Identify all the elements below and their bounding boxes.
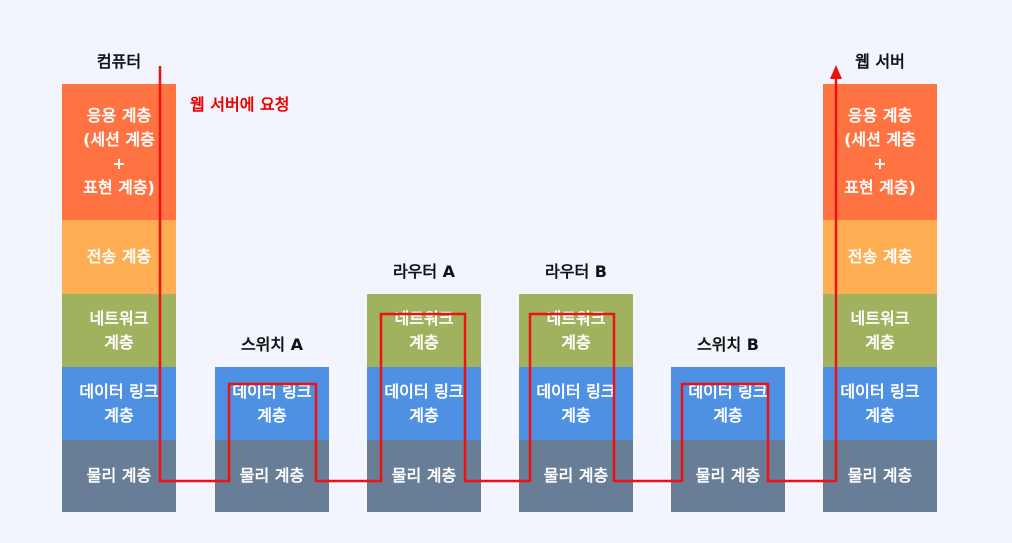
- switch-a-title: 스위치 A: [215, 331, 329, 355]
- router-a-title: 라우터 A: [367, 258, 481, 282]
- router-a-network-layer: 네트워크 계층: [367, 294, 481, 367]
- switch-a-datalink-layer: 데이터 링크 계층: [215, 367, 329, 440]
- switch-b-stack: 데이터 링크 계층 물리 계층: [671, 367, 785, 512]
- computer-title: 컴퓨터: [62, 48, 176, 72]
- switch-b-title: 스위치 B: [671, 331, 785, 355]
- computer-stack: 응용 계층 (세션 계층 + 표현 계층) 전송 계층 네트워크 계층 데이터 …: [62, 84, 176, 512]
- switch-a-stack: 데이터 링크 계층 물리 계층: [215, 367, 329, 512]
- request-label: 웹 서버에 요청: [190, 91, 289, 115]
- router-b-datalink-layer: 데이터 링크 계층: [519, 367, 633, 440]
- web-server-datalink-layer: 데이터 링크 계층: [823, 367, 937, 440]
- web-server-physical-layer: 물리 계층: [823, 440, 937, 512]
- router-b-physical-layer: 물리 계층: [519, 440, 633, 512]
- computer-application-layer: 응용 계층 (세션 계층 + 표현 계층): [62, 84, 176, 220]
- router-b-title: 라우터 B: [519, 258, 633, 282]
- web-server-application-layer: 응용 계층 (세션 계층 + 표현 계층): [823, 84, 937, 220]
- web-server-transport-layer: 전송 계층: [823, 220, 937, 294]
- computer-physical-layer: 물리 계층: [62, 440, 176, 512]
- computer-datalink-layer: 데이터 링크 계층: [62, 367, 176, 440]
- switch-b-datalink-layer: 데이터 링크 계층: [671, 367, 785, 440]
- switch-b-physical-layer: 물리 계층: [671, 440, 785, 512]
- web-server-title: 웹 서버: [823, 48, 937, 72]
- switch-a-physical-layer: 물리 계층: [215, 440, 329, 512]
- router-b-stack: 네트워크 계층 데이터 링크 계층 물리 계층: [519, 294, 633, 512]
- router-a-datalink-layer: 데이터 링크 계층: [367, 367, 481, 440]
- computer-network-layer: 네트워크 계층: [62, 294, 176, 367]
- web-server-stack: 응용 계층 (세션 계층 + 표현 계층) 전송 계층 네트워크 계층 데이터 …: [823, 84, 937, 512]
- router-a-physical-layer: 물리 계층: [367, 440, 481, 512]
- computer-transport-layer: 전송 계층: [62, 220, 176, 294]
- web-server-network-layer: 네트워크 계층: [823, 294, 937, 367]
- router-b-network-layer: 네트워크 계층: [519, 294, 633, 367]
- router-a-stack: 네트워크 계층 데이터 링크 계층 물리 계층: [367, 294, 481, 512]
